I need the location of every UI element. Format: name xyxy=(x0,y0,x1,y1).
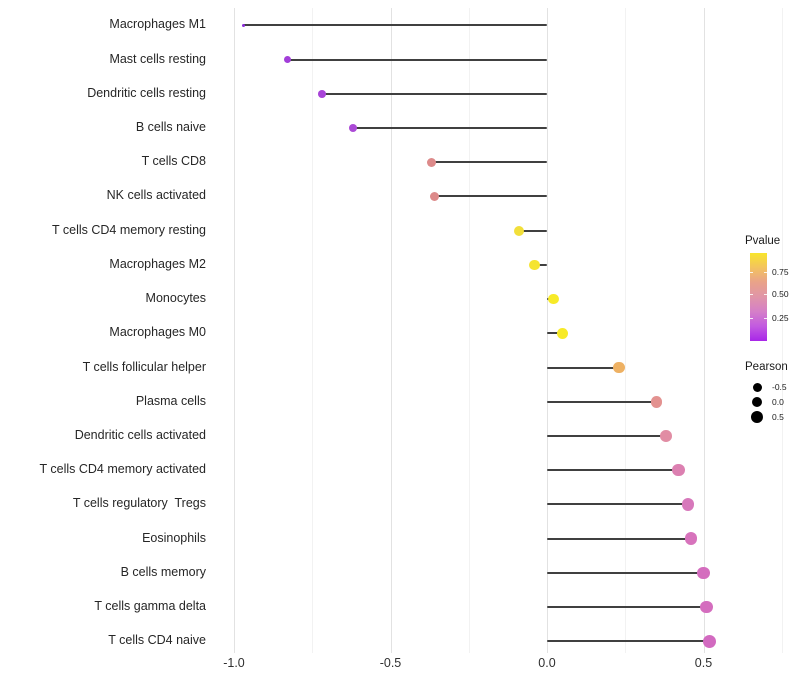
lollipop-segment xyxy=(321,92,547,95)
pvalue-legend-title: Pvalue xyxy=(745,235,781,247)
y-axis-label: Macrophages M1 xyxy=(109,17,206,32)
lollipop-segment xyxy=(547,469,679,472)
lollipop-segment xyxy=(352,126,547,129)
lollipop-dot xyxy=(557,327,569,339)
lollipop-dot xyxy=(703,634,717,648)
lollipop-segment xyxy=(547,400,657,403)
pearson-legend-label: 0.5 xyxy=(772,412,784,422)
gridline-minor xyxy=(468,8,470,653)
lollipop-dot xyxy=(700,600,713,614)
gridline-major xyxy=(703,8,705,653)
pearson-legend-dot xyxy=(752,382,762,392)
y-axis-label: T cells CD8 xyxy=(141,154,206,169)
lollipop-dot xyxy=(283,55,291,64)
y-axis-label: T cells CD4 memory resting xyxy=(52,222,206,237)
lollipop-dot xyxy=(660,430,672,442)
y-axis-label: T cells gamma delta xyxy=(94,599,206,614)
y-axis-label: Dendritic cells activated xyxy=(74,427,206,442)
lollipop-segment xyxy=(547,571,704,574)
lollipop-segment xyxy=(547,366,619,369)
y-axis-label: T cells regulatory Tregs xyxy=(72,496,206,511)
gridline-minor xyxy=(312,8,314,653)
lollipop-dot xyxy=(426,157,436,167)
lollipop-dot xyxy=(348,123,358,133)
lollipop-dot xyxy=(317,89,326,98)
lollipop-segment xyxy=(434,195,547,198)
lollipop-segment xyxy=(547,434,666,437)
lollipop-segment xyxy=(547,332,563,335)
pearson-legend-title: Pearson xyxy=(745,361,788,373)
lollipop-segment xyxy=(547,537,691,540)
gridline-major xyxy=(547,8,548,653)
lollipop-segment xyxy=(518,229,547,232)
x-tick-label: 0.0 xyxy=(538,656,556,670)
y-axis-label: Plasma cells xyxy=(135,393,206,408)
y-axis-label: B cells memory xyxy=(120,564,206,579)
y-axis-label: Eosinophils xyxy=(142,530,206,545)
pvalue-tick-label: 0.50 xyxy=(772,289,789,299)
lollipop-dot xyxy=(681,498,694,511)
pearson-legend-dot xyxy=(751,396,763,408)
pvalue-tick-mark xyxy=(750,272,753,273)
gridline-major xyxy=(390,8,392,653)
x-tick-label: -0.5 xyxy=(379,656,402,670)
lollipop-segment xyxy=(243,24,547,27)
gridline-minor xyxy=(625,8,627,653)
y-axis-label: T cells CD4 naive xyxy=(108,633,206,648)
lollipop-segment xyxy=(431,161,547,164)
pearson-legend-label: -0.5 xyxy=(772,382,787,392)
lollipop-dot xyxy=(697,566,710,580)
pvalue-tick-mark xyxy=(764,294,767,295)
lollipop-dot xyxy=(513,225,524,236)
lollipop-dot xyxy=(613,361,625,374)
lollipop-segment xyxy=(547,606,707,609)
pvalue-tick-label: 0.75 xyxy=(772,267,789,277)
gridline-minor xyxy=(781,8,783,653)
pvalue-gradient-bar xyxy=(750,253,767,341)
lollipop-dot xyxy=(241,23,246,28)
y-axis-label: T cells CD4 memory activated xyxy=(39,462,207,477)
gridline-major xyxy=(234,8,235,653)
lollipop-dot xyxy=(429,191,439,202)
y-axis-label: Dendritic cells resting xyxy=(87,85,206,100)
y-axis-label: NK cells activated xyxy=(106,188,206,203)
y-axis-label: T cells follicular helper xyxy=(82,359,206,374)
y-axis-label: Mast cells resting xyxy=(109,51,206,66)
lollipop-dot xyxy=(672,464,685,477)
pearson-legend-label: 0.0 xyxy=(772,397,784,407)
lollipop-segment xyxy=(534,263,547,266)
lollipop-dot xyxy=(547,293,559,305)
lollipop-segment xyxy=(287,58,547,61)
x-tick-label: -1.0 xyxy=(223,656,245,670)
y-axis-label: Macrophages M0 xyxy=(109,325,206,340)
y-axis-label: Macrophages M2 xyxy=(109,256,206,271)
lollipop-dot xyxy=(529,259,540,271)
lollipop-segment xyxy=(547,640,710,643)
pearson-legend-dot xyxy=(750,410,764,424)
pvalue-tick-mark xyxy=(764,318,767,319)
pvalue-tick-mark xyxy=(764,272,767,273)
lollipop-dot xyxy=(684,532,698,545)
pvalue-tick-label: 0.25 xyxy=(772,313,789,323)
y-axis-label: Monocytes xyxy=(145,291,206,306)
lollipop-dot xyxy=(650,395,663,408)
pvalue-tick-mark xyxy=(750,318,753,319)
lollipop-segment xyxy=(547,503,688,506)
y-axis-label: B cells naive xyxy=(135,119,206,134)
pvalue-tick-mark xyxy=(750,294,753,295)
x-tick-label: 0.5 xyxy=(694,656,713,670)
